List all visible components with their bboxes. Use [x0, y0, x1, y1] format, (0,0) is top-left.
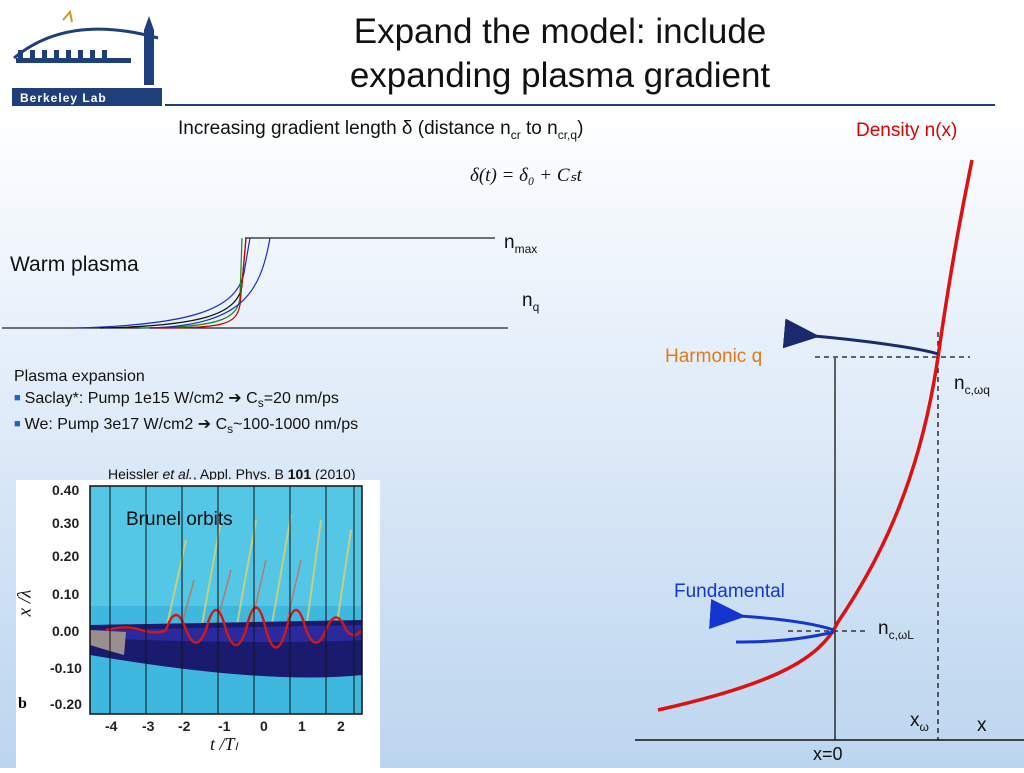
x-tick: -1: [218, 718, 231, 734]
n-c-omega-l-label: nc,ωL: [878, 618, 914, 642]
n-c-omega-q-label: nc,ωq: [954, 373, 990, 397]
panel-label: b: [18, 695, 27, 712]
plasma-expansion-notes: Plasma expansion ■ Saclay*: Pump 1e15 W/c…: [14, 366, 358, 440]
brunel-x-axis-label: t /Tₗ: [210, 734, 238, 754]
bullet-icon: ■: [14, 418, 21, 431]
gradient-caption: Increasing gradient length δ (distance n…: [178, 118, 584, 142]
y-tick: -0.20: [50, 696, 82, 712]
n-max-label: nmax: [504, 232, 538, 256]
x-tick: 1: [298, 718, 306, 734]
y-tick: 0.10: [52, 586, 80, 602]
y-tick: 0.30: [52, 515, 80, 531]
x-tick: -3: [142, 718, 155, 734]
x-tick: -2: [178, 718, 191, 734]
density-profile-sketch: [2, 237, 508, 329]
x-tick: 0: [260, 718, 268, 734]
y-tick: 0.40: [52, 482, 80, 498]
expansion-formula: δ(t) = δ₀ + Cₛt: [470, 165, 582, 186]
x-axis-label: x: [977, 715, 987, 736]
expansion-heading: Plasma expansion: [14, 368, 145, 385]
x-tick: 2: [337, 718, 345, 734]
expansion-item-we: ■ We: Pump 3e17 W/cm2 ➔ Cs~100-1000 nm/ps: [14, 416, 359, 437]
density-diagram: [635, 159, 1024, 741]
expansion-item-saclay: ■ Saclay*: Pump 1e15 W/cm2 ➔ Cs=20 nm/ps: [14, 390, 339, 411]
brunel-orbits-figure: [16, 480, 380, 768]
fundamental-label: Fundamental: [674, 581, 785, 602]
density-label: Density n(x): [856, 120, 958, 141]
n-q-label: nq: [522, 290, 540, 314]
brunel-plot-svg: [16, 480, 380, 768]
slide-title: Expand the model: include expanding plas…: [250, 10, 870, 98]
y-tick: 0.00: [52, 623, 80, 639]
brunel-y-axis-label: x /λ: [14, 589, 36, 617]
x-omega-label: xω: [910, 710, 929, 734]
harmonic-q-label: Harmonic q: [665, 346, 763, 367]
y-tick: 0.20: [52, 548, 80, 564]
header-rule: [165, 104, 995, 106]
x-zero-label: x=0: [813, 744, 843, 764]
title-line-1: Expand the model: include: [353, 12, 767, 51]
y-tick: -0.10: [50, 660, 82, 676]
title-line-2: expanding plasma gradient: [349, 56, 771, 95]
citation: Heissler et al., Appl. Phys. B 101 (2010…: [108, 466, 356, 482]
x-tick: -4: [105, 718, 118, 734]
logo-text: Berkeley Lab: [20, 91, 107, 105]
bullet-icon: ■: [14, 392, 21, 404]
warm-plasma-label: Warm plasma: [10, 253, 139, 276]
brunel-orbits-label: Brunel orbits: [126, 509, 233, 530]
berkeley-lab-logo: Berkeley Lab: [12, 9, 162, 106]
